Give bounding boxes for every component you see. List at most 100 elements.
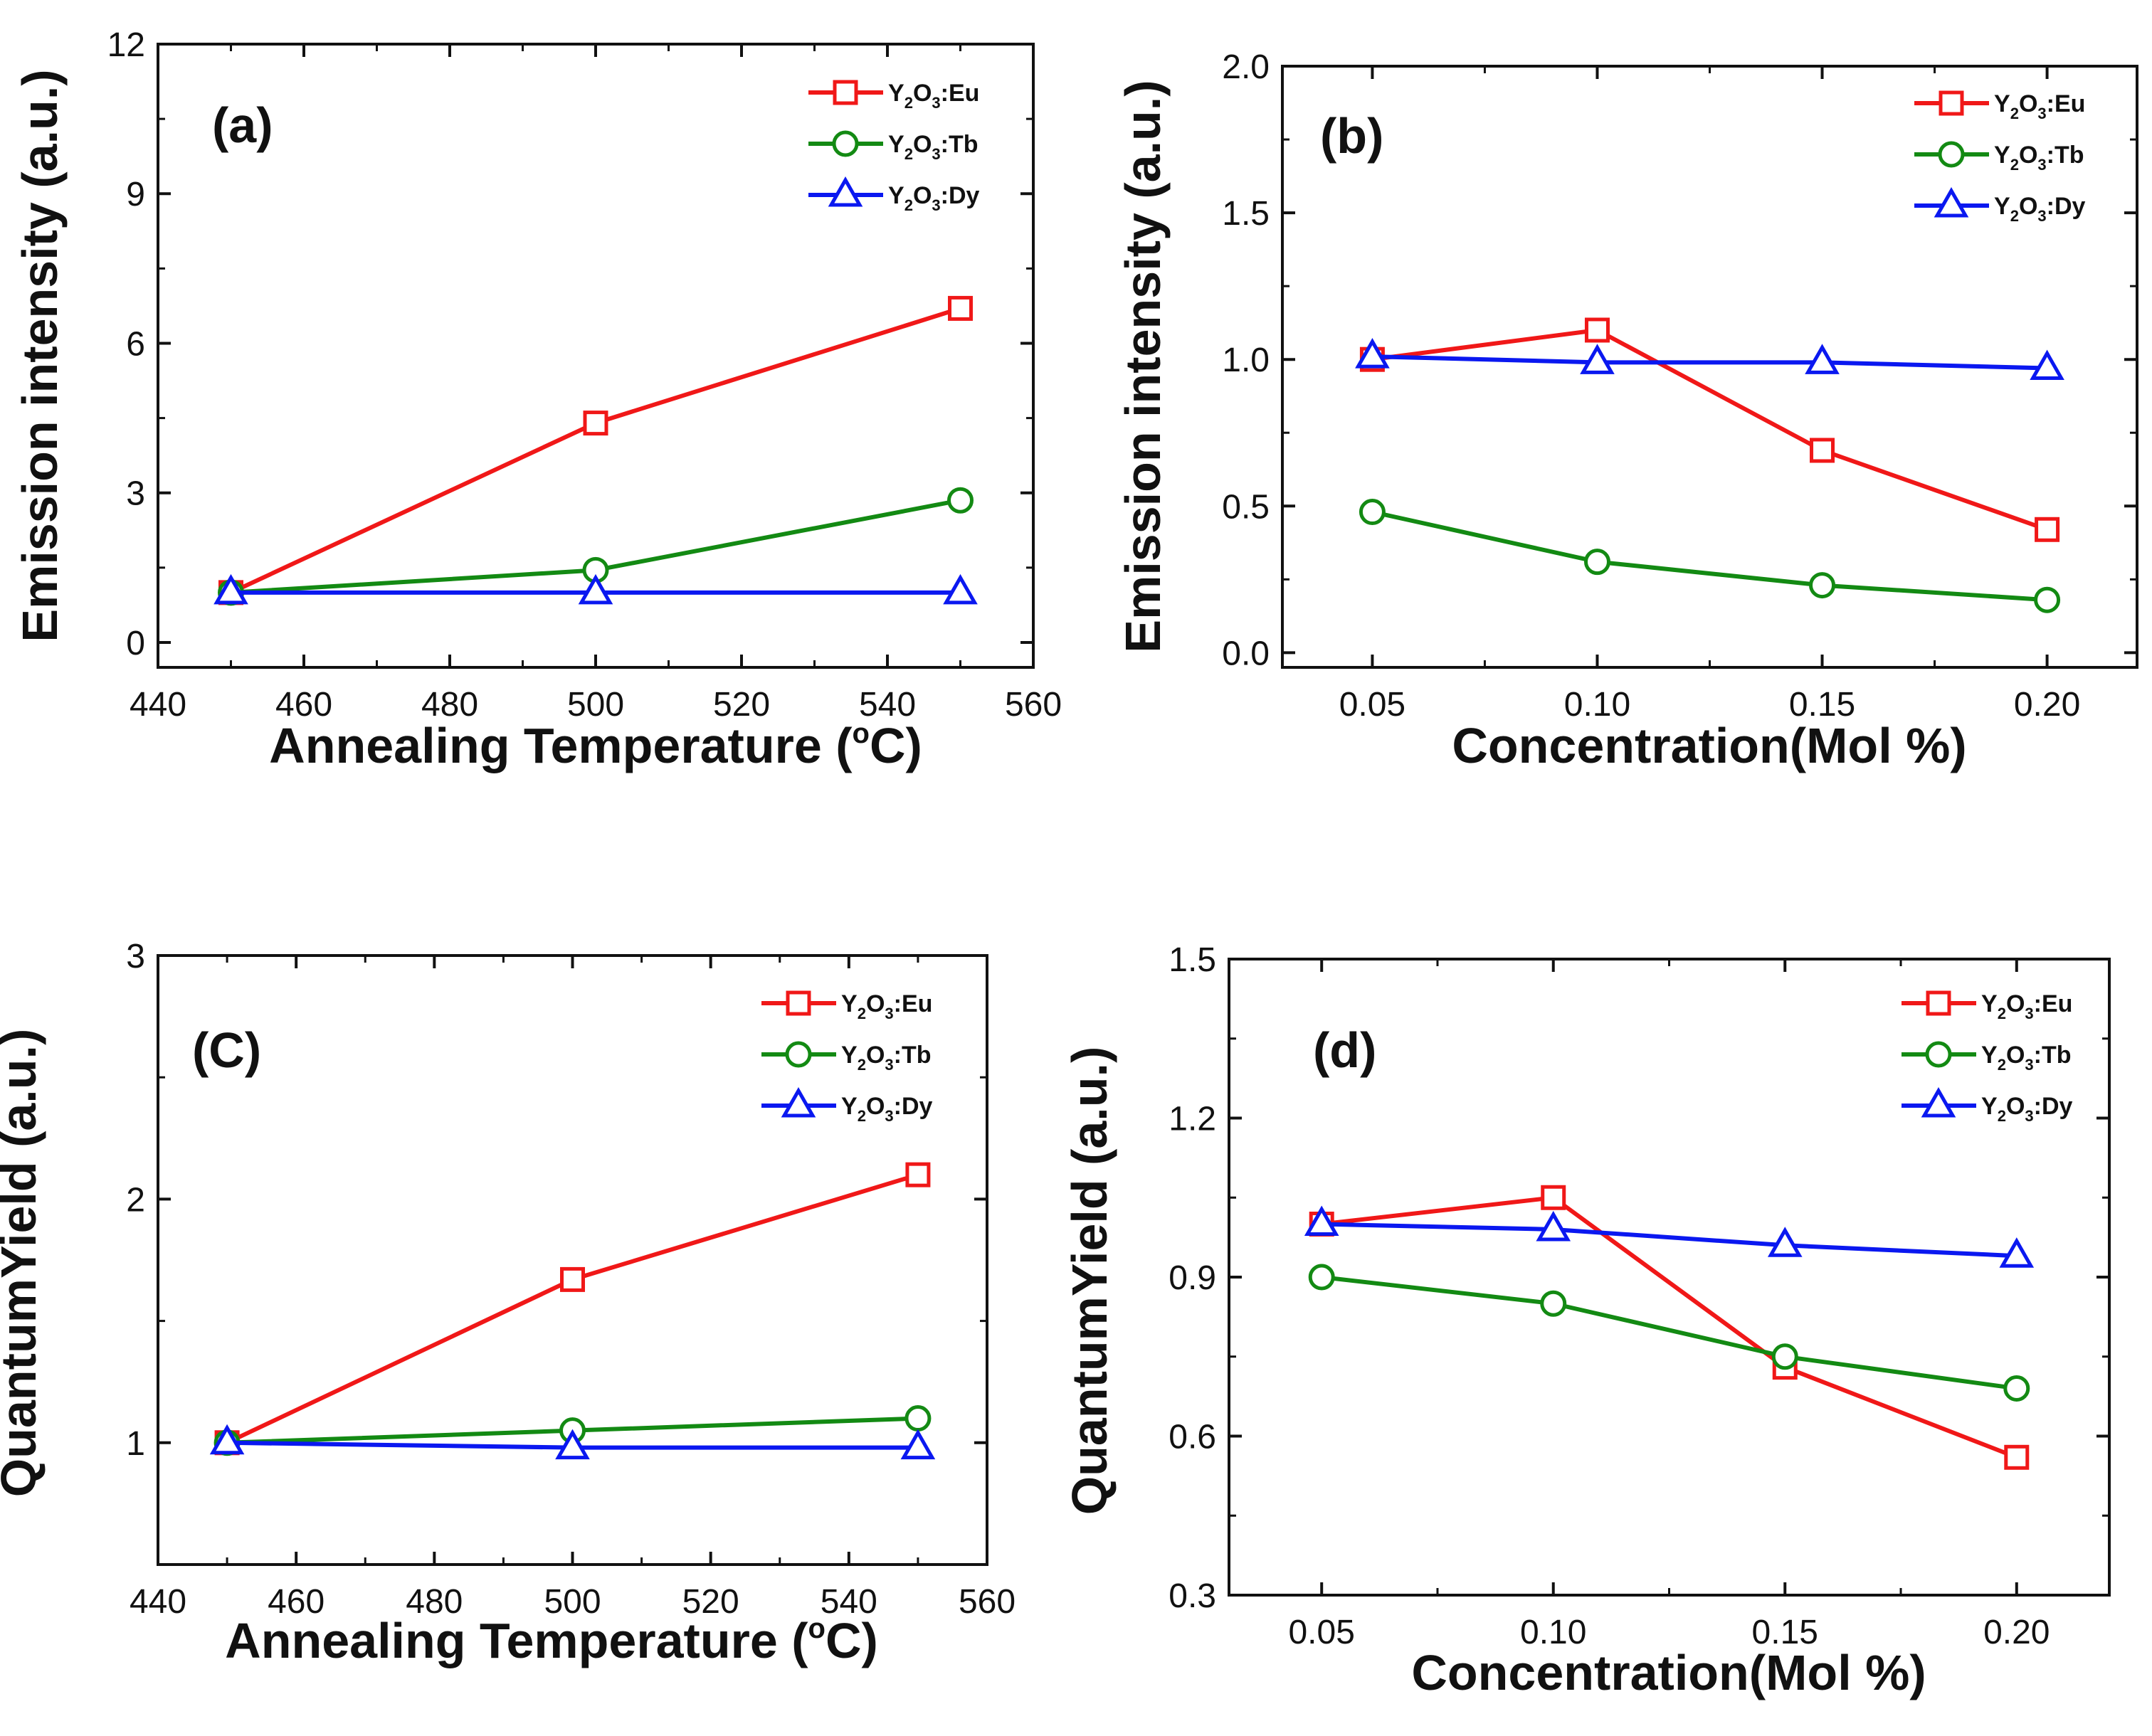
panel-1-point-eu bbox=[948, 295, 973, 321]
panel-3-legend-label-part: 3 bbox=[885, 1107, 893, 1125]
panel-4-legend-label-part: :Eu bbox=[2034, 990, 2073, 1017]
panel-3-x-tick-label: 460 bbox=[268, 1583, 325, 1621]
panel-2-legend-label-part: 2 bbox=[2010, 156, 2019, 174]
panel-2: 0.05 0.10 0.15 0.20 0.0 0.5 1.0 1.5 2.0 Concentra… bbox=[1115, 48, 2138, 773]
panel-2-legend-label-part: 2 bbox=[2010, 207, 2019, 225]
panel-4-legend-label-part: Y bbox=[1981, 1042, 1998, 1069]
panel-4-legend-label-part: 2 bbox=[1998, 1107, 2006, 1125]
panel-3-x-axis-title: Annealing Temperature (oC) bbox=[225, 1613, 878, 1668]
panel-3-point-dy bbox=[555, 1429, 590, 1460]
panel-3: 440 460 480 500 520 540 560 1 2 3 Annealing Temper… bbox=[0, 938, 1016, 1668]
panel-4-panel-letter: (d) bbox=[1313, 1022, 1376, 1078]
panel-4-legend-label-part: Y bbox=[1981, 1093, 1998, 1120]
panel-2-point-tb bbox=[1809, 572, 1836, 599]
panel-1-point-dy bbox=[213, 573, 248, 605]
panel-2-legend-swatch-marker bbox=[1938, 141, 1965, 168]
panel-4-y-tick-label: 0.9 bbox=[1169, 1259, 1216, 1297]
panel-4-x-tick-label: 0.20 bbox=[1983, 1614, 2050, 1651]
panel-4: 0.05 0.10 0.15 0.20 0.3 0.6 0.9 1.2 1.5 Concentra… bbox=[1062, 941, 2111, 1700]
panel-3-legend-label-part: Y bbox=[841, 1042, 858, 1069]
panel-2-point-eu bbox=[1584, 317, 1610, 343]
panel-3-y-tick-label: 2 bbox=[126, 1181, 145, 1219]
panel-1-point-tb bbox=[947, 487, 974, 514]
panel-2-legend-label-part: Y bbox=[1994, 90, 2010, 117]
panel-2-y-tick-label: 2.0 bbox=[1222, 48, 1270, 86]
panel-2-series-dy bbox=[1355, 338, 2064, 381]
panel-1-legend-label-part: :Eu bbox=[941, 80, 980, 107]
panel-4-y-tick-label: 0.3 bbox=[1169, 1577, 1216, 1615]
panel-1-legend-label-part: Y bbox=[888, 182, 904, 209]
panel-2-point-dy bbox=[2030, 349, 2064, 381]
panel-2-point-dy bbox=[1355, 338, 1390, 369]
panel-1-point-eu bbox=[583, 411, 608, 436]
panel-3-y-tick-label: 1 bbox=[126, 1425, 145, 1463]
panel-1-x-axis-title: Annealing Temperature (oC) bbox=[269, 718, 922, 773]
panel-3-x-axis-title-text: Annealing Temperature ( bbox=[225, 1613, 808, 1668]
panel-3-legend-swatch-marker bbox=[785, 1041, 812, 1068]
panel-1-legend-label-part: O bbox=[913, 131, 932, 158]
panel-2-y-tick-label: 1.5 bbox=[1222, 195, 1270, 233]
panel-1-line-eu bbox=[230, 306, 961, 595]
panel-3-legend-label-part: 2 bbox=[858, 1107, 866, 1125]
panel-3-x-tick-label: 520 bbox=[682, 1583, 739, 1621]
panel-1-legend-swatch-marker bbox=[832, 130, 859, 157]
panel-4-x-axis-title-text: Concentration(Mol %) bbox=[1411, 1645, 1926, 1700]
panel-3-x-tick-label: 560 bbox=[959, 1583, 1016, 1621]
panel-4-x-tick-label: 0.05 bbox=[1288, 1614, 1354, 1651]
panel-2-legend-label-part: :Dy bbox=[2047, 193, 2086, 220]
panel-2-legend-label-part: :Eu bbox=[2047, 90, 2086, 117]
panel-3-legend-label-part: O bbox=[866, 990, 885, 1017]
panel-3-legend-label-dy: Y2O3:Dy bbox=[841, 1093, 933, 1125]
panel-3-line-eu bbox=[226, 1173, 919, 1445]
panel-2-legend-label-part: :Tb bbox=[2047, 142, 2084, 169]
panel-2-series-eu bbox=[1359, 317, 2060, 542]
panel-1-legend-swatch-marker bbox=[828, 176, 863, 207]
panel-3-legend-label-part: 3 bbox=[885, 1005, 893, 1022]
panel-1-legend-label-part: 2 bbox=[904, 145, 913, 163]
panel-1-y-tick-label: 0 bbox=[126, 625, 145, 662]
panel-2-point-tb bbox=[1359, 499, 1386, 526]
panel-2-point-dy bbox=[1805, 344, 1840, 374]
panel-2-legend-label-dy: Y2O3:Dy bbox=[1994, 193, 2086, 225]
panel-3-x-tick-label: 500 bbox=[544, 1583, 601, 1621]
panel-1-legend-label-part: :Dy bbox=[941, 182, 980, 209]
panel-1-legend-label-part: 3 bbox=[932, 94, 940, 112]
panel-3-x-axis-title-degree: o bbox=[808, 1613, 826, 1644]
panel-2-point-dy bbox=[1580, 344, 1615, 374]
panel-3-legend-label-eu: Y2O3:Eu bbox=[841, 990, 932, 1022]
panel-2-point-tb bbox=[2034, 586, 2061, 613]
panel-2-y-tick-label: 0.0 bbox=[1222, 635, 1270, 672]
panel-1-legend-label-part: O bbox=[913, 80, 932, 107]
panel-2-line-dy bbox=[1372, 354, 2047, 371]
panel-2-y-tick-label: 1.0 bbox=[1222, 342, 1270, 379]
panel-3-legend-label-part: :Dy bbox=[894, 1093, 933, 1120]
panel-3-point-tb bbox=[904, 1405, 932, 1432]
panel-1-point-dy bbox=[578, 573, 613, 605]
panel-4-series-tb bbox=[1308, 1264, 2030, 1402]
panel-4-legend-label-part: 3 bbox=[2025, 1005, 2033, 1022]
panel-2-legend-label-part: 3 bbox=[2037, 105, 2046, 122]
panel-3-x-tick-label: 540 bbox=[821, 1583, 877, 1621]
panel-3-panel-letter: (C) bbox=[192, 1022, 261, 1078]
panel-4-legend-label-part: 3 bbox=[2025, 1056, 2033, 1074]
panel-1-x-tick-label: 520 bbox=[713, 686, 770, 724]
panel-4-legend-swatch-marker bbox=[1926, 990, 1951, 1016]
panel-4-y-axis-title: QuantumYield (a.u.) bbox=[1062, 1047, 1117, 1515]
panel-4-point-dy bbox=[1999, 1237, 2035, 1268]
panel-4-legend-label-part: O bbox=[2006, 1042, 2025, 1069]
panel-3-series-dy bbox=[209, 1424, 936, 1460]
panel-2-series-tb bbox=[1359, 499, 2061, 613]
panel-4-legend-label-part: O bbox=[2006, 990, 2025, 1017]
panel-4-series-dy bbox=[1304, 1205, 2035, 1268]
panel-2-line-eu bbox=[1372, 327, 2048, 532]
panel-1-y-tick-label: 9 bbox=[126, 176, 145, 213]
panel-2-legend-label-part: 3 bbox=[2037, 156, 2046, 174]
panel-4-y-tick-label: 1.2 bbox=[1169, 1101, 1216, 1138]
panel-1-x-tick-label: 440 bbox=[130, 686, 186, 724]
panel-1-y-tick-label: 12 bbox=[107, 26, 145, 64]
panel-2-panel-letter: (b) bbox=[1320, 108, 1383, 164]
panel-1-y-axis-title: Emission intensity (a.u.) bbox=[12, 69, 68, 642]
panel-4-point-tb bbox=[1308, 1264, 1335, 1291]
